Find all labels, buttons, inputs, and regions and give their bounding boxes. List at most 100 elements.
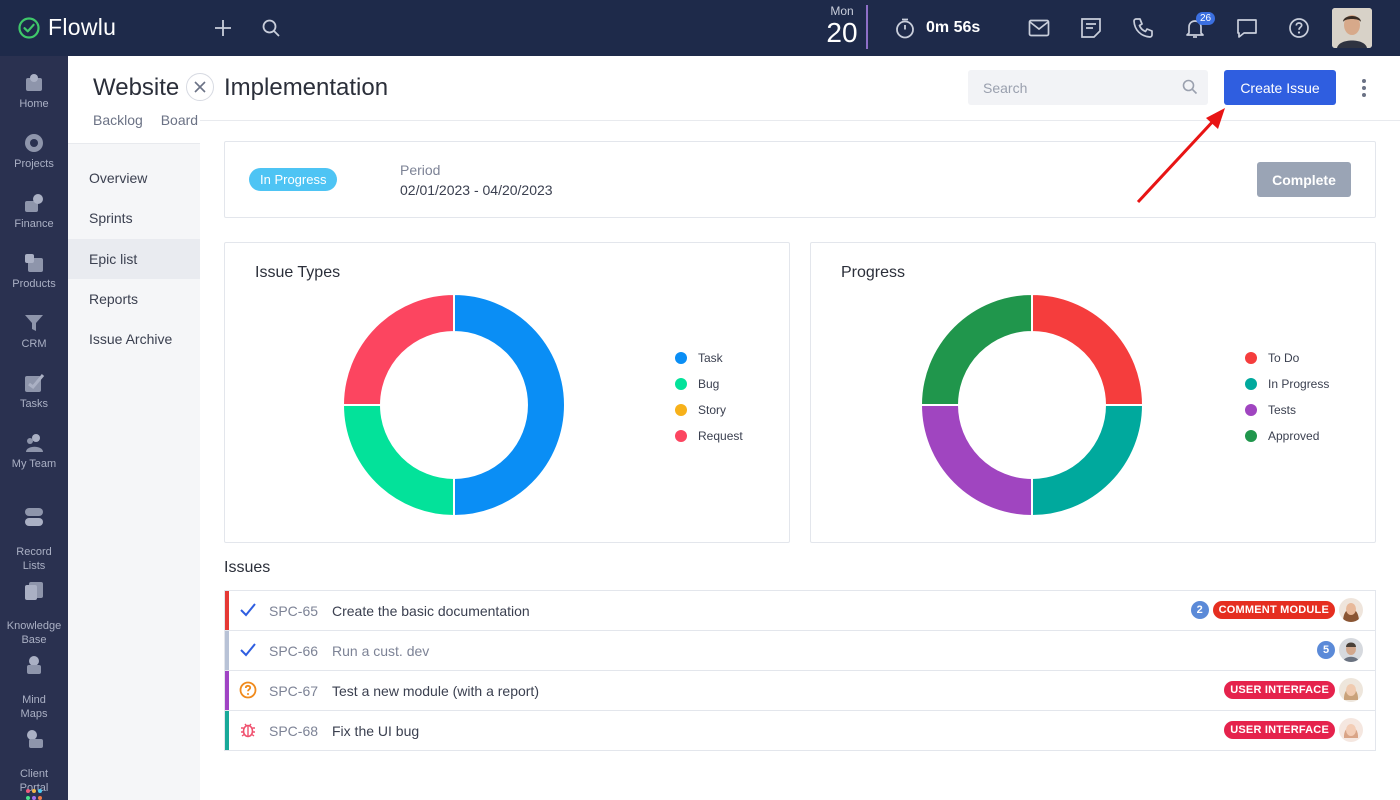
date-widget[interactable]: Mon 20 bbox=[818, 5, 868, 49]
tasks-icon bbox=[25, 374, 45, 392]
sidebar-label: My Team bbox=[11, 458, 57, 470]
progress-chart: Progress To Do In Progress Tests Approve… bbox=[810, 242, 1376, 543]
legend-item-task[interactable]: Task bbox=[675, 345, 743, 371]
issue-key[interactable]: SPC-65 bbox=[269, 603, 319, 619]
assignee-avatar[interactable] bbox=[1339, 678, 1363, 702]
sidebar-item-record-lists[interactable]: Record Lists bbox=[0, 492, 68, 573]
more-options-icon[interactable] bbox=[1356, 76, 1372, 100]
assignee-avatar[interactable] bbox=[1339, 598, 1363, 622]
project-header: Website Backlog Board bbox=[68, 56, 200, 144]
nav-item-overview[interactable]: Overview bbox=[89, 170, 148, 186]
donut-slice-request[interactable] bbox=[342, 293, 455, 406]
project-panel: Website Backlog Board Overview Sprints E… bbox=[68, 56, 200, 800]
home-icon bbox=[26, 74, 42, 91]
assignee-avatar[interactable] bbox=[1339, 638, 1363, 662]
sidebar-item-my-team[interactable]: My Team bbox=[0, 432, 68, 471]
legend-item-request[interactable]: Request bbox=[675, 423, 743, 449]
nav-item-epic-list[interactable]: Epic list bbox=[68, 239, 200, 279]
issue-key[interactable]: SPC-67 bbox=[269, 683, 319, 699]
tab-backlog[interactable]: Backlog bbox=[93, 112, 143, 128]
donut-slice-task[interactable] bbox=[453, 293, 566, 517]
sidebar-label: Projects bbox=[14, 158, 54, 170]
issue-row[interactable]: SPC-65 Create the basic documentation 2 … bbox=[225, 591, 1375, 631]
issue-key[interactable]: SPC-68 bbox=[269, 723, 319, 739]
sidebar-label: Mind Maps bbox=[20, 694, 48, 720]
search-field[interactable] bbox=[968, 70, 1208, 105]
legend-item-in-progress[interactable]: In Progress bbox=[1245, 371, 1329, 397]
issue-name[interactable]: Fix the UI bug bbox=[332, 723, 420, 739]
project-nav: Overview Sprints Epic list Reports Issue… bbox=[68, 144, 200, 800]
legend-item-tests[interactable]: Tests bbox=[1245, 397, 1329, 423]
chart-title: Progress bbox=[841, 264, 906, 281]
legend-item-to-do[interactable]: To Do bbox=[1245, 345, 1329, 371]
legend-dot bbox=[1245, 352, 1257, 364]
issue-name[interactable]: Test a new module (with a report) bbox=[332, 683, 539, 699]
nav-item-issue-archive[interactable]: Issue Archive bbox=[89, 331, 173, 347]
donut-slice-in-progress[interactable] bbox=[1031, 404, 1144, 517]
client-portal-icon bbox=[27, 730, 43, 748]
status-badge[interactable]: In Progress bbox=[249, 168, 338, 191]
issue-tag[interactable]: COMMENT MODULE bbox=[1212, 601, 1335, 619]
legend-dot bbox=[675, 430, 687, 442]
sidebar-item-finance[interactable]: Finance bbox=[0, 192, 68, 231]
legend-item-story[interactable]: Story bbox=[675, 397, 743, 423]
apps-grid-icon[interactable] bbox=[26, 788, 42, 800]
sidebar-item-products[interactable]: Products bbox=[0, 252, 68, 291]
issue-name[interactable]: Run a cust. dev bbox=[332, 643, 430, 659]
bell-icon[interactable] bbox=[1183, 16, 1207, 40]
crm-icon bbox=[25, 315, 43, 331]
search-icon[interactable] bbox=[259, 16, 283, 40]
donut-slice-tests[interactable] bbox=[920, 404, 1033, 517]
issue-key[interactable]: SPC-66 bbox=[269, 643, 319, 659]
help-icon[interactable] bbox=[1287, 16, 1311, 40]
chart-title: Issue Types bbox=[255, 264, 341, 281]
timer[interactable]: 0m 56s bbox=[894, 17, 980, 39]
donut-slice-bug[interactable] bbox=[342, 404, 455, 517]
search-field-icon bbox=[1182, 79, 1198, 100]
legend-item-approved[interactable]: Approved bbox=[1245, 423, 1329, 449]
sidebar-item-tasks[interactable]: Tasks bbox=[0, 372, 68, 411]
tab-board[interactable]: Board bbox=[160, 112, 199, 128]
close-button[interactable] bbox=[186, 73, 214, 101]
app-name: Flowlu bbox=[48, 14, 117, 40]
issue-tag[interactable]: USER INTERFACE bbox=[1224, 681, 1335, 699]
issue-row[interactable]: SPC-67 Test a new module (with a report)… bbox=[225, 671, 1375, 711]
legend-dot bbox=[1245, 378, 1257, 390]
issue-name[interactable]: Create the basic documentation bbox=[332, 603, 530, 619]
sidebar-item-knowledge-base[interactable]: Knowledge Base bbox=[0, 566, 68, 647]
projects-icon bbox=[25, 134, 43, 152]
phone-icon[interactable] bbox=[1131, 16, 1155, 40]
sidebar-label: Products bbox=[12, 278, 56, 290]
create-issue-button[interactable]: Create Issue bbox=[1224, 70, 1336, 105]
sidebar-item-client-portal[interactable]: Client Portal bbox=[0, 714, 68, 795]
donut-slice-approved[interactable] bbox=[920, 293, 1033, 406]
assignee-avatar[interactable] bbox=[1339, 718, 1363, 742]
progress-legend: To Do In Progress Tests Approved bbox=[1245, 345, 1329, 449]
sidebar-item-mind-maps[interactable]: Mind Maps bbox=[0, 640, 68, 721]
nav-item-reports[interactable]: Reports bbox=[89, 291, 139, 307]
search-input[interactable] bbox=[968, 70, 1168, 105]
sidebar-item-projects[interactable]: Projects bbox=[0, 132, 68, 171]
chat-icon[interactable] bbox=[1235, 16, 1259, 40]
legend-dot bbox=[675, 378, 687, 390]
legend-label: Approved bbox=[1268, 429, 1320, 443]
complete-button[interactable]: Complete bbox=[1257, 162, 1351, 197]
sidebar-item-home[interactable]: Home bbox=[0, 72, 68, 111]
issue-row[interactable]: SPC-66 Run a cust. dev 5 bbox=[225, 631, 1375, 671]
legend-item-bug[interactable]: Bug bbox=[675, 371, 743, 397]
comment-count-badge: 5 bbox=[1317, 641, 1335, 659]
add-icon[interactable] bbox=[211, 16, 235, 40]
user-avatar[interactable] bbox=[1332, 8, 1372, 48]
sidebar-label: Finance bbox=[14, 218, 54, 230]
issue-tag[interactable]: USER INTERFACE bbox=[1224, 721, 1335, 739]
nav-item-sprints[interactable]: Sprints bbox=[89, 210, 133, 226]
issue-row[interactable]: SPC-68 Fix the UI bug USER INTERFACE bbox=[225, 711, 1375, 751]
sidebar-item-crm[interactable]: CRM bbox=[0, 312, 68, 351]
epic-detail: Implementation Create Issue In Progress … bbox=[200, 56, 1400, 800]
notes-icon[interactable] bbox=[1079, 16, 1103, 40]
donut-slice-to-do[interactable] bbox=[1031, 293, 1144, 406]
sidebar-label: CRM bbox=[21, 338, 47, 350]
mail-icon[interactable] bbox=[1027, 16, 1051, 40]
logo[interactable]: Flowlu bbox=[18, 14, 116, 41]
issue-priority-bar bbox=[225, 671, 229, 710]
